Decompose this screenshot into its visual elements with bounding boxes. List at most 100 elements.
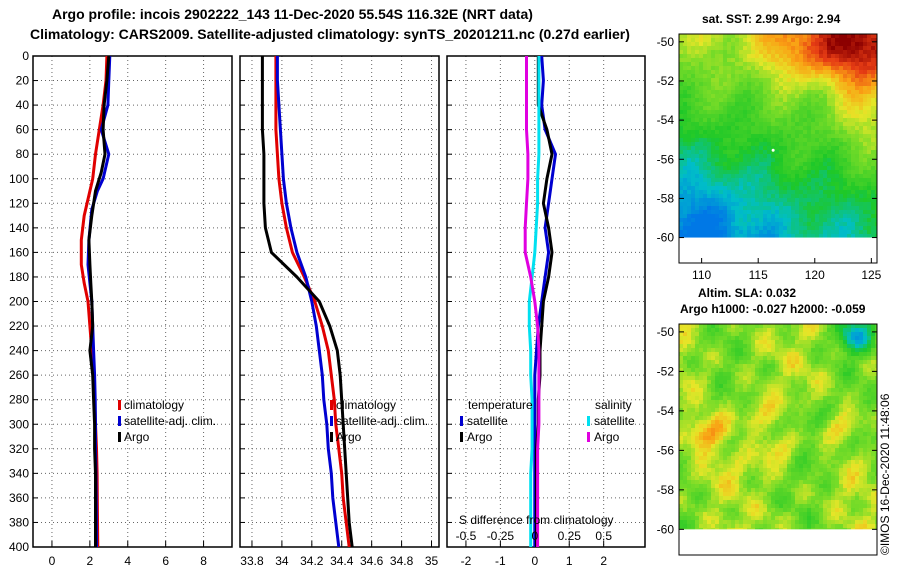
map-cell <box>831 416 835 420</box>
map-cell <box>759 46 763 50</box>
map-cell <box>779 102 783 106</box>
map-cell <box>723 102 727 106</box>
map-cell <box>867 106 871 110</box>
map-cell <box>839 404 843 408</box>
map-cell <box>727 352 731 356</box>
map-cell <box>811 400 815 404</box>
map-cell <box>871 234 875 238</box>
map-cell <box>835 142 839 146</box>
map-cell <box>835 384 839 388</box>
map-cell <box>795 162 799 166</box>
map-cell <box>811 376 815 380</box>
map-cell <box>775 328 779 332</box>
map-cell <box>735 174 739 178</box>
map-cell <box>807 50 811 54</box>
map-cell <box>819 218 823 222</box>
map-cell <box>827 424 831 428</box>
map-cell <box>867 174 871 178</box>
map-cell <box>871 42 875 46</box>
map-cell <box>739 150 743 154</box>
map-cell <box>751 440 755 444</box>
panel-sal-grid <box>240 55 439 548</box>
map-cell <box>855 194 859 198</box>
map-cell <box>743 70 747 74</box>
map-cell <box>683 118 687 122</box>
map-cell <box>691 186 695 190</box>
map-cell <box>679 364 683 368</box>
legend-swatch <box>587 432 590 442</box>
map-cell <box>743 150 747 154</box>
map-cell <box>831 226 835 230</box>
map-cell <box>727 42 731 46</box>
map-cell <box>703 388 707 392</box>
map-cell <box>807 162 811 166</box>
map-cell <box>687 432 691 436</box>
map-cell <box>839 332 843 336</box>
map-cell <box>699 114 703 118</box>
map-cell <box>687 106 691 110</box>
map-cell <box>851 66 855 70</box>
map-cell <box>847 336 851 340</box>
map-cell <box>859 142 863 146</box>
map-cell <box>691 388 695 392</box>
map-cell <box>855 464 859 468</box>
map-cell <box>847 404 851 408</box>
map-cell <box>711 170 715 174</box>
map-cell <box>711 340 715 344</box>
map-cell <box>799 122 803 126</box>
map-cell <box>851 130 855 134</box>
map-cell <box>823 66 827 70</box>
map-cell <box>755 126 759 130</box>
map-cell <box>875 420 877 424</box>
map-cell <box>739 328 743 332</box>
map-cell <box>859 154 863 158</box>
map-cell <box>827 412 831 416</box>
map-cell <box>791 234 795 238</box>
map-cell <box>859 344 863 348</box>
map-cell <box>703 66 707 70</box>
map-cell <box>815 86 819 90</box>
map-cell <box>679 178 683 182</box>
map-cell <box>747 62 751 66</box>
map-cell <box>707 356 711 360</box>
map-cell <box>771 324 775 328</box>
map-cell <box>839 376 843 380</box>
map-cell <box>699 122 703 126</box>
map-cell <box>807 424 811 428</box>
map-cell <box>703 352 707 356</box>
map-cell <box>743 106 747 110</box>
map-cell <box>875 114 877 118</box>
map-cell <box>815 476 819 480</box>
map-cell <box>679 324 683 328</box>
map-cell <box>739 210 743 214</box>
map-cell <box>703 42 707 46</box>
map-cell <box>703 230 707 234</box>
map-cell <box>783 178 787 182</box>
map-xtick-label: 115 <box>749 268 768 282</box>
map-cell <box>811 34 815 38</box>
map-cell <box>771 114 775 118</box>
map-cell <box>787 404 791 408</box>
map-cell <box>795 106 799 110</box>
map-cell <box>859 230 863 234</box>
map-cell <box>735 472 739 476</box>
map-cell <box>843 392 847 396</box>
map-cell <box>707 408 711 412</box>
map-cell <box>847 174 851 178</box>
map-cell <box>719 70 723 74</box>
map-cell <box>843 480 847 484</box>
map-cell <box>847 488 851 492</box>
map-cell <box>855 94 859 98</box>
map-cell <box>711 178 715 182</box>
map-cell <box>767 424 771 428</box>
map-cell <box>791 78 795 82</box>
map-cell <box>823 58 827 62</box>
map-cell <box>775 178 779 182</box>
map-cell <box>759 78 763 82</box>
map-cell <box>683 90 687 94</box>
map-cell <box>735 198 739 202</box>
map-cell <box>747 162 751 166</box>
map-cell <box>859 150 863 154</box>
map-cell <box>739 202 743 206</box>
map-cell <box>747 484 751 488</box>
